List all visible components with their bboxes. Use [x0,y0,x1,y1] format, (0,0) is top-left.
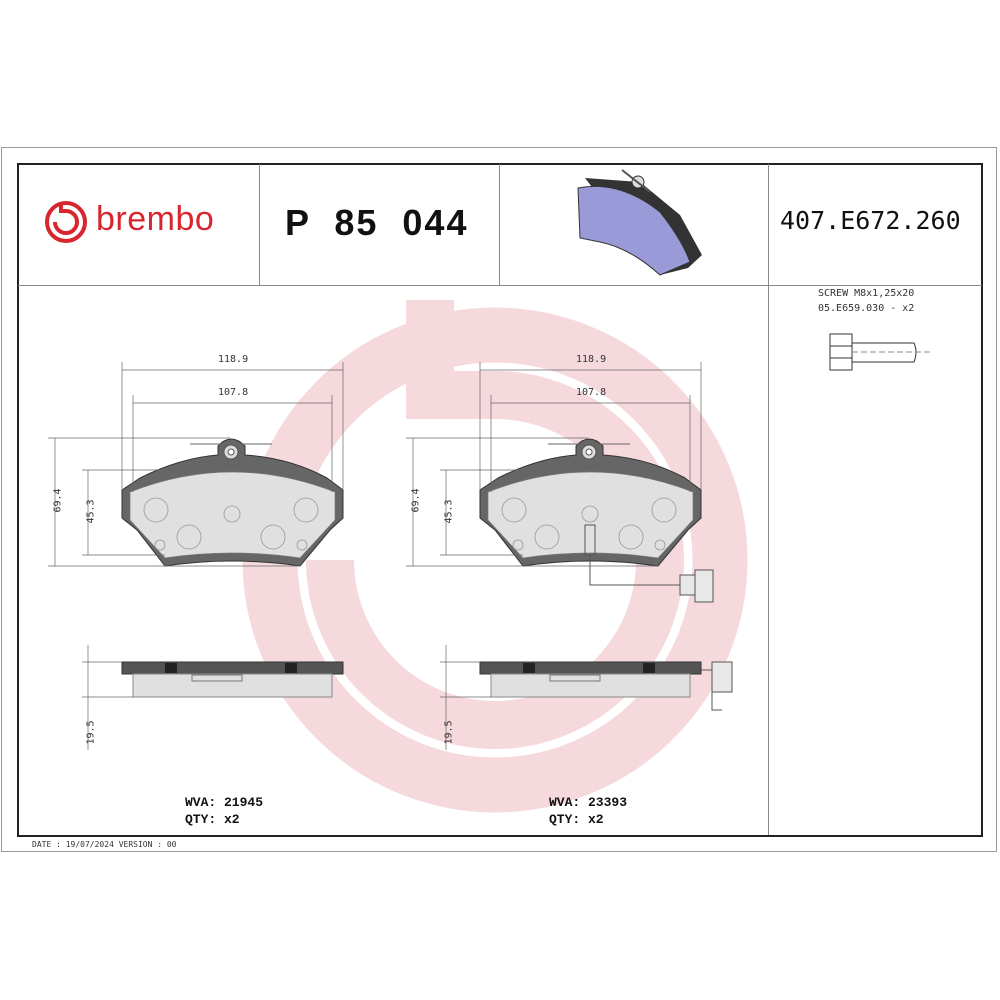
dim-width-overall: 118.9 [576,354,607,365]
pad-drawing-right [405,361,702,751]
quantity: QTY: x2 [549,812,604,827]
dim-height-overall: 69.4 [410,488,422,513]
dim-width-overall: 118.9 [218,354,249,365]
dim-thickness: 19.5 [85,720,97,745]
column-divider [259,164,260,285]
wva-number: WVA: 21945 [185,795,264,810]
accessory-screw-code: 05.E659.030 - x2 [818,303,915,314]
part-number: P 85 044 [285,202,469,243]
column-divider [499,164,500,285]
dim-width-inner: 107.8 [218,387,249,398]
sheet-border [1,147,997,852]
brand-name: brembo [96,200,215,238]
wear-sensor-drawing [584,524,733,711]
dim-width-inner: 107.8 [576,387,607,398]
quantity: QTY: x2 [185,812,240,827]
dim-thickness: 19.5 [443,720,455,745]
dim-height-inner: 45.3 [443,499,455,524]
pad-drawing-left [47,361,344,751]
dim-height-overall: 69.4 [52,488,64,513]
header-divider [18,285,982,286]
column-divider [768,164,769,835]
wva-number: WVA: 23393 [549,795,628,810]
drawing-frame [17,163,983,837]
date-version: DATE : 19/07/2024 VERSION : 00 [32,840,177,849]
reference-code: 407.E672.260 [780,206,961,235]
accessory-screw-spec: SCREW M8x1,25x20 [818,288,915,299]
dim-height-inner: 45.3 [85,499,97,524]
